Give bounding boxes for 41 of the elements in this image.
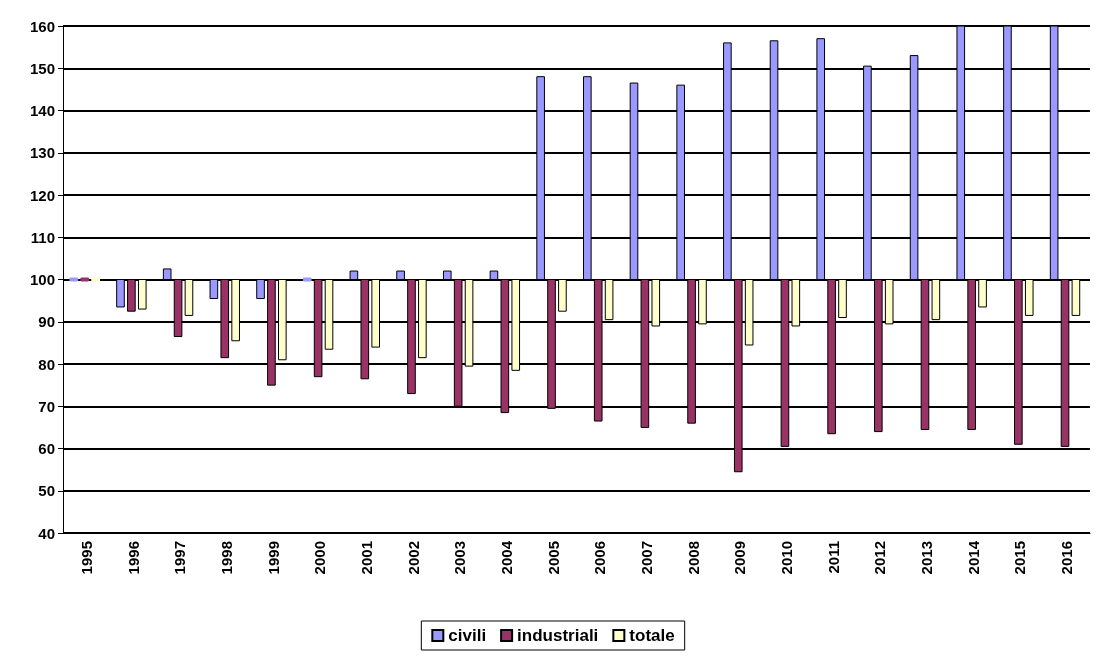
y-tick-label: 150 [29,59,55,77]
x-tick-label: 2005 [544,541,562,575]
y-tick-label: 120 [29,186,55,204]
x-tick-label: 2015 [1011,541,1029,575]
y-tick-label: 40 [38,524,55,542]
x-tick-label: 2003 [451,541,469,575]
legend-label: industriali [517,626,599,645]
legend-label: totale [629,626,675,645]
y-tick-label: 130 [29,144,55,162]
x-tick-label: 2012 [871,541,889,575]
y-tick-label: 90 [38,313,55,331]
x-tick-label: 2004 [497,540,515,575]
x-tick-label: 2013 [918,541,936,575]
x-tick-label: 2016 [1058,541,1076,575]
x-tick-label: 2009 [731,541,749,575]
x-tick-label: 2010 [778,541,796,575]
y-tick-label: 140 [29,102,55,119]
x-tick-label: 1999 [264,541,282,575]
y-tick-label: 60 [38,440,55,457]
legend-label: civili [448,626,487,645]
y-tick-label: 50 [38,482,55,500]
x-tick-label: 2001 [357,541,375,575]
y-tick-label: 110 [30,228,55,246]
y-tick-label: 70 [38,397,55,415]
y-tick-label: 100 [29,271,55,288]
bar [80,277,90,282]
x-tick-label: 1997 [171,541,189,575]
x-tick-label: 1996 [124,541,142,575]
x-tick-label: 2006 [591,541,609,575]
x-tick-label: 2014 [964,540,982,575]
y-tick-label: 160 [29,17,55,35]
x-tick-label: 1998 [217,541,235,575]
x-tick-label: 2008 [684,541,702,575]
x-tick-label: 2002 [404,541,422,575]
x-tick-label: 2000 [311,541,329,575]
x-tick-label: 2007 [638,541,656,575]
x-tick-label: 1995 [77,541,95,575]
x-tick-label: 2011 [824,541,842,574]
y-tick-label: 80 [38,355,55,373]
bar [69,277,79,282]
bar [302,277,312,282]
